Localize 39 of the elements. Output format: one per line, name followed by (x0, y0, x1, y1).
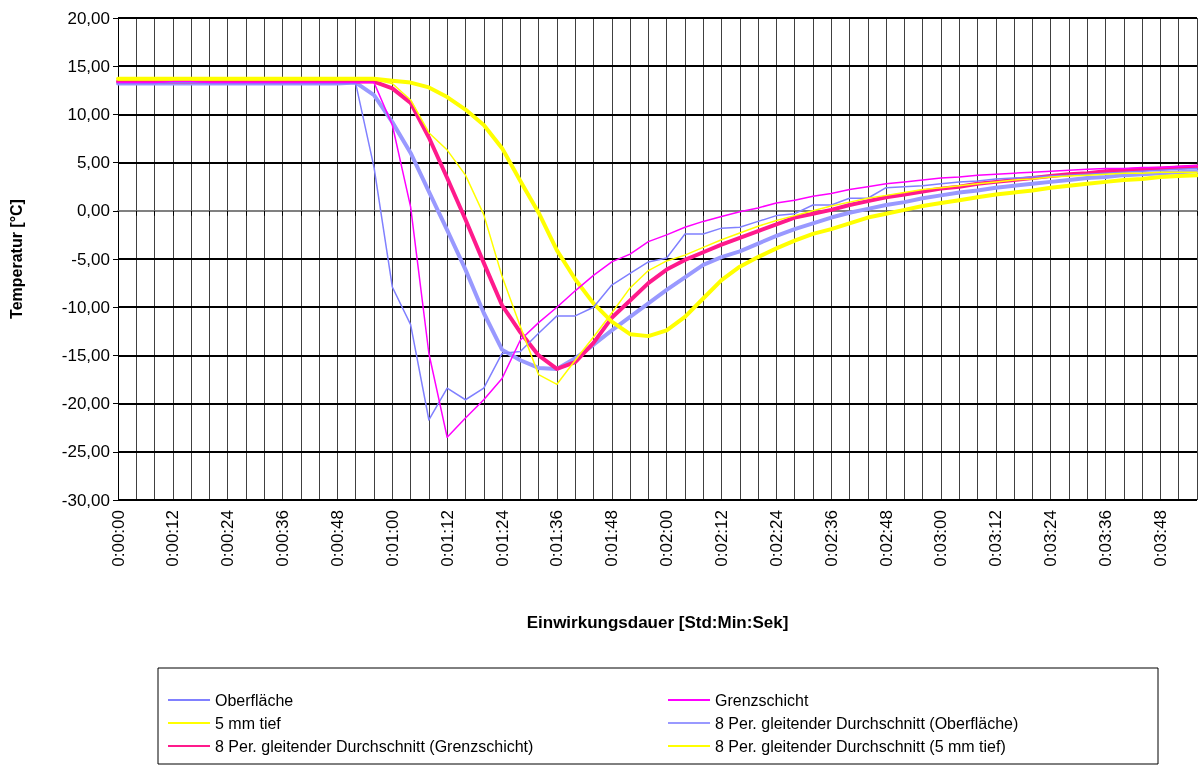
x-tick-label: 0:03:48 (1150, 510, 1170, 567)
x-tick-label: 0:02:36 (821, 510, 841, 567)
x-tick-label: 0:00:00 (108, 510, 128, 567)
legend-label: 8 Per. gleitender Durchschnitt (Oberfläche) (715, 714, 1019, 732)
x-tick-label: 0:03:12 (986, 510, 1006, 567)
y-tick-label: -20,00 (61, 394, 110, 414)
y-tick-label: 5,00 (76, 153, 110, 173)
x-tick-label: 0:01:36 (547, 510, 567, 567)
x-tick-label: 0:00:12 (163, 510, 183, 567)
y-tick-label: 20,00 (67, 8, 110, 28)
y-tick-label: -30,00 (61, 490, 110, 510)
x-tick-label: 0:03:24 (1041, 510, 1061, 567)
y-tick-label: 0,00 (76, 201, 110, 221)
x-tick-label: 0:01:24 (492, 510, 512, 567)
x-tick-label: 0:01:12 (437, 510, 457, 567)
y-tick-label: -10,00 (61, 297, 110, 317)
x-tick-label: 0:01:00 (382, 510, 402, 567)
y-tick-label: 10,00 (67, 104, 110, 124)
legend-label: Grenzschicht (715, 691, 809, 709)
x-axis-title: Einwirkungsdauer [Std:Min:Sek] (526, 613, 789, 632)
legend-label: Oberfläche (215, 691, 294, 709)
x-tick-label: 0:00:48 (327, 510, 347, 567)
y-tick-label: 15,00 (67, 56, 110, 76)
x-tick-label: 0:02:12 (712, 510, 732, 567)
legend-label: 8 Per. gleitender Durchschnitt (5 mm tief) (715, 737, 1006, 755)
x-tick-label: 0:00:24 (218, 510, 238, 567)
x-tick-label: 0:03:36 (1096, 510, 1116, 567)
x-tick-label: 0:02:00 (657, 510, 677, 567)
x-tick-label: 0:03:00 (931, 510, 951, 567)
x-tick-label: 0:00:36 (273, 510, 293, 567)
y-tick-label: -15,00 (61, 345, 110, 365)
legend-label: 8 Per. gleitender Durchschnitt (Grenzschicht) (215, 737, 534, 755)
x-tick-label: 0:02:24 (766, 510, 786, 567)
y-tick-label: -5,00 (71, 249, 110, 269)
legend-label: 5 mm tief (215, 714, 282, 732)
y-tick-label: -25,00 (61, 442, 110, 462)
x-tick-label: 0:02:48 (876, 510, 896, 567)
y-axis-title: Temperatur [°C] (7, 199, 25, 319)
x-tick-label: 0:01:48 (602, 510, 622, 567)
